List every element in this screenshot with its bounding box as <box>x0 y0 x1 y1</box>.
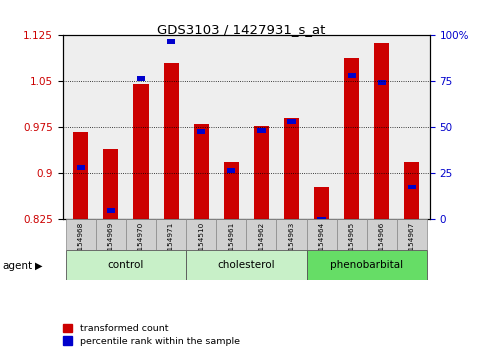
Text: GSM154961: GSM154961 <box>228 222 234 266</box>
Bar <box>133 84 149 219</box>
Bar <box>404 162 419 219</box>
Text: GDS3103 / 1427931_s_at: GDS3103 / 1427931_s_at <box>157 23 326 36</box>
Bar <box>224 162 239 219</box>
Text: GSM154963: GSM154963 <box>288 222 295 266</box>
Text: GSM154965: GSM154965 <box>349 222 355 266</box>
Bar <box>137 76 145 81</box>
Text: GSM154962: GSM154962 <box>258 222 264 266</box>
Bar <box>73 132 88 219</box>
Bar <box>186 219 216 250</box>
Text: GSM154971: GSM154971 <box>168 222 174 266</box>
Bar <box>167 39 175 44</box>
Bar <box>408 185 416 189</box>
Text: GSM154966: GSM154966 <box>379 222 385 266</box>
Bar <box>77 165 85 170</box>
Bar <box>344 58 359 219</box>
Text: ▶: ▶ <box>35 261 43 271</box>
Bar <box>337 219 367 250</box>
Bar <box>103 149 118 219</box>
Legend: transformed count, percentile rank within the sample: transformed count, percentile rank withi… <box>63 324 240 346</box>
Bar <box>186 250 307 280</box>
Bar <box>367 219 397 250</box>
Bar <box>314 187 329 219</box>
Bar <box>284 118 299 219</box>
Bar <box>254 126 269 219</box>
Text: GSM154970: GSM154970 <box>138 222 144 266</box>
Bar <box>227 168 235 173</box>
Text: phenobarbital: phenobarbital <box>330 259 403 270</box>
Bar <box>347 73 356 78</box>
Text: agent: agent <box>2 261 32 271</box>
Bar <box>307 250 427 280</box>
Text: cholesterol: cholesterol <box>217 259 275 270</box>
Bar <box>378 80 386 85</box>
Bar <box>257 128 266 133</box>
Bar <box>66 219 96 250</box>
Text: GSM154510: GSM154510 <box>198 222 204 266</box>
Text: GSM154968: GSM154968 <box>78 222 84 266</box>
Bar <box>287 119 296 124</box>
Text: GSM154964: GSM154964 <box>319 222 325 266</box>
Bar <box>197 130 205 134</box>
Text: GSM154969: GSM154969 <box>108 222 114 266</box>
Bar <box>164 63 179 219</box>
Bar <box>66 250 186 280</box>
Bar <box>96 219 126 250</box>
Text: control: control <box>108 259 144 270</box>
Bar <box>216 219 246 250</box>
Bar <box>156 219 186 250</box>
Bar <box>397 219 427 250</box>
Bar <box>246 219 276 250</box>
Text: GSM154967: GSM154967 <box>409 222 415 266</box>
Bar <box>107 208 115 212</box>
Bar <box>194 124 209 219</box>
Bar <box>317 217 326 222</box>
Bar <box>276 219 307 250</box>
Bar <box>374 44 389 219</box>
Bar <box>307 219 337 250</box>
Bar <box>126 219 156 250</box>
